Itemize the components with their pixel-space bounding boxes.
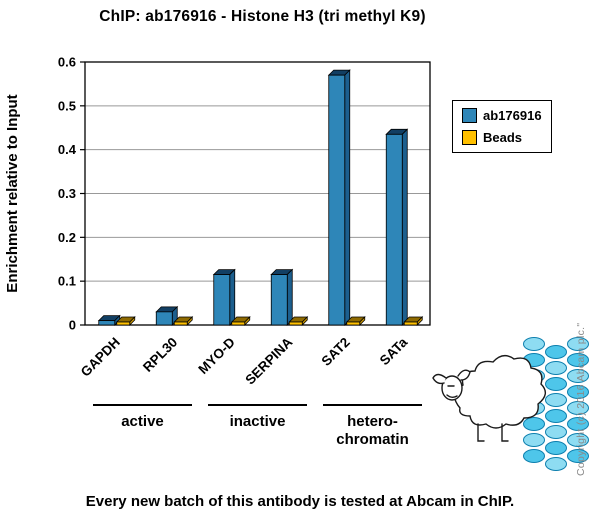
bar-ab176916	[98, 320, 116, 326]
legend-swatch-beads	[462, 130, 477, 145]
bar-beads	[173, 321, 188, 326]
bar-beads	[231, 321, 246, 326]
category-label: SATa	[377, 334, 411, 368]
y-tick-label: 0.2	[58, 230, 76, 245]
bar-ab176916	[155, 311, 173, 326]
group-label: hetero-chromatin	[336, 413, 409, 448]
bar-beads	[346, 321, 361, 326]
sheep-chromatin-illustration	[432, 337, 589, 471]
copyright-text: Copyright (c) 2016 Abcam plc."	[575, 322, 587, 476]
y-tick-label: 0.5	[58, 98, 76, 113]
bar-ab176916	[270, 274, 288, 326]
category-label: MYO-D	[195, 334, 238, 377]
legend: ab176916 Beads	[452, 100, 552, 153]
bar-side	[229, 268, 236, 326]
y-tick-label: 0.6	[58, 55, 76, 70]
category-label: RPL30	[140, 335, 180, 375]
legend-label-beads: Beads	[483, 130, 523, 145]
bar-beads	[116, 321, 131, 326]
category-label: SAT2	[319, 335, 353, 369]
category-label: SERPINA	[242, 334, 295, 387]
bar-beads	[288, 321, 303, 326]
bar-ab176916	[328, 74, 346, 326]
y-tick-label: 0.4	[58, 142, 77, 157]
bar-beads	[403, 321, 418, 326]
y-tick-label: 0.3	[58, 186, 76, 201]
bar-side	[344, 69, 351, 326]
group-label: inactive	[230, 413, 286, 430]
group-label: active	[121, 413, 164, 430]
legend-item-beads: Beads	[462, 130, 542, 145]
category-label: GAPDH	[78, 335, 123, 380]
chart-title: ChIP: ab176916 - Histone H3 (tri methyl …	[99, 8, 426, 25]
legend-label-ab176916: ab176916	[483, 108, 542, 123]
y-tick-label: 0	[69, 318, 76, 333]
bar-chart: 0 0.1 0.2 0.3 0.4 0.5 0.6 Enrichment relative t…	[4, 55, 431, 448]
bar-ab176916	[385, 133, 403, 326]
legend-swatch-ab176916	[462, 108, 477, 123]
bar-side	[401, 128, 408, 326]
y-tick-label: 0.1	[58, 274, 76, 289]
bottom-caption: Every new batch of this antibody is test…	[85, 493, 515, 510]
bar-ab176916	[213, 274, 231, 326]
legend-item-ab176916: ab176916	[462, 108, 542, 123]
bar-side	[286, 268, 293, 326]
y-axis-title: Enrichment relative to Input	[4, 94, 21, 292]
